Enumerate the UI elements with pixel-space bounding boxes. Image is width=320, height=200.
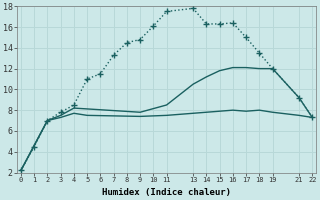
X-axis label: Humidex (Indice chaleur): Humidex (Indice chaleur) (102, 188, 231, 197)
